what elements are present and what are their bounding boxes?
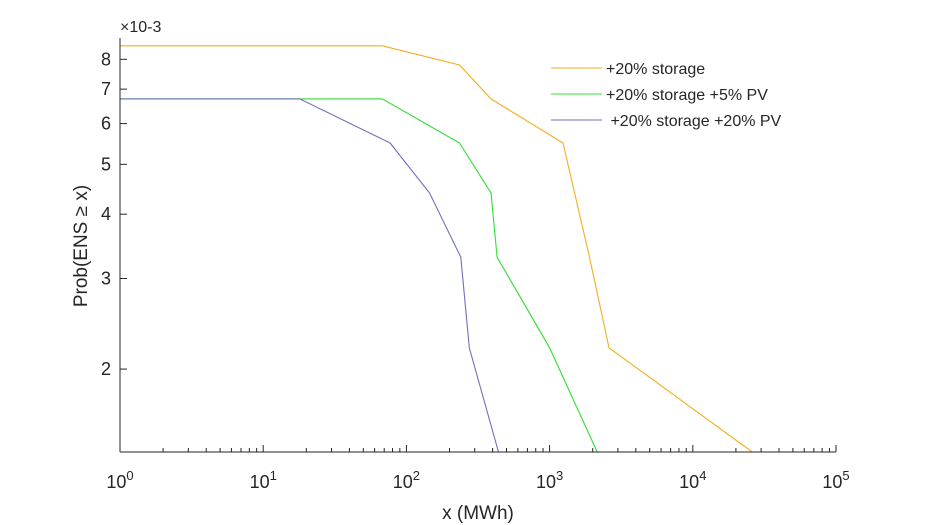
y-exponent-label: ×10-3 (120, 19, 161, 36)
tick-marks (119, 58, 837, 452)
x-tick-label: 105 (822, 468, 849, 492)
y-tick-label: 6 (101, 114, 111, 134)
series-line-1 (120, 45, 753, 453)
series-line-2 (120, 98, 598, 453)
y-tick-label: 4 (101, 204, 111, 224)
legend: +20% storage +20% storage +5% PV +20% sto… (551, 61, 782, 130)
y-tick-labels: 2 3 4 5 6 7 8 (101, 49, 111, 379)
legend-label-3: +20% storage +20% PV (606, 113, 782, 130)
legend-label-2: +20% storage +5% PV (606, 87, 768, 104)
x-tick-label: 103 (536, 468, 563, 492)
x-tick-label: 101 (250, 468, 277, 492)
series-line-3 (120, 98, 500, 453)
x-axis-label: x (MWh) (442, 503, 514, 524)
x-tick-labels: 100 101 102 103 104 105 (106, 468, 849, 492)
x-tick-label: 100 (106, 468, 133, 492)
x-tick-label: 102 (393, 468, 420, 492)
plot-lines (120, 45, 753, 453)
y-tick-label: 5 (101, 154, 111, 174)
axes (119, 38, 836, 453)
y-tick-label: 2 (101, 359, 111, 379)
y-tick-label: 8 (101, 49, 111, 69)
x-tick-label: 104 (679, 468, 706, 492)
y-tick-label: 7 (101, 79, 111, 99)
y-axis-label: Prob(ENS ≥ x) (71, 185, 92, 307)
y-tick-label: 3 (101, 268, 111, 288)
legend-label-1: +20% storage (606, 61, 705, 78)
